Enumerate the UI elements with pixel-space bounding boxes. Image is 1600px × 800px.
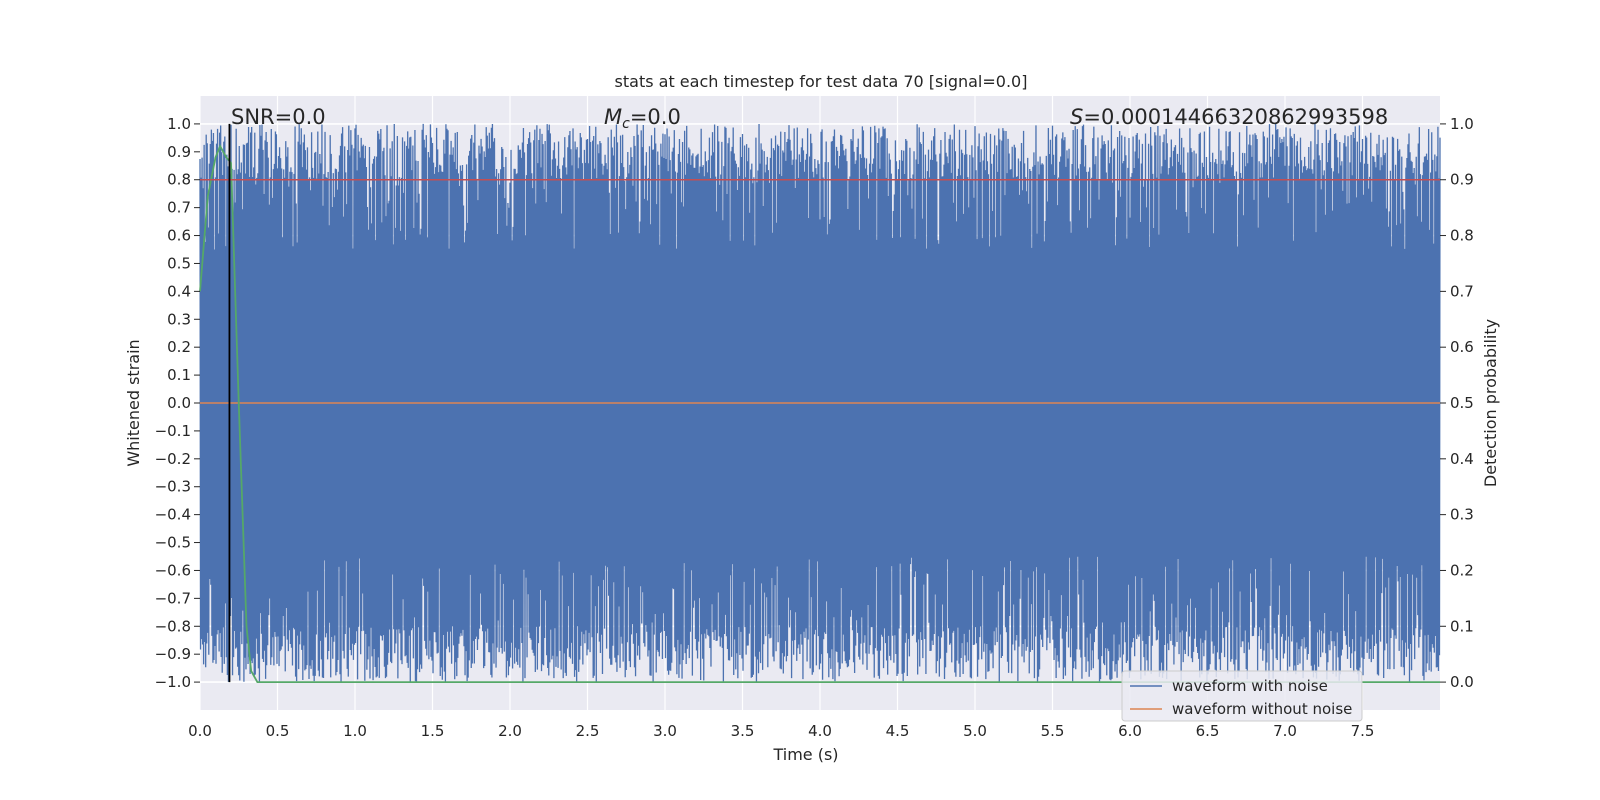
y-tick-label: −0.1 — [155, 422, 191, 440]
y-axis-label-right: Detection probability — [1481, 319, 1500, 487]
y-tick-label: 0.1 — [167, 366, 191, 384]
annotations: SNR=0.0 Mc=0.0 S=0.00014466320862993598 — [231, 105, 1388, 132]
x-tick-label: 0.0 — [188, 722, 212, 740]
chart-title: stats at each timestep for test data 70 … — [615, 72, 1028, 91]
chirp-mass-subscript: c — [622, 116, 630, 132]
y-tick-label: −0.2 — [155, 450, 191, 468]
legend-box — [1121, 670, 1363, 722]
x-tick-label: 2.0 — [498, 722, 522, 740]
x-tick-label: 4.0 — [808, 722, 832, 740]
snr-annotation: SNR=0.0 — [231, 105, 326, 129]
y-right-tick-label: 0.5 — [1450, 394, 1474, 412]
y-tick-label: 0.9 — [167, 143, 191, 161]
y-right-tick-label: 0.2 — [1450, 561, 1474, 579]
legend-label: waveform with noise — [1172, 677, 1328, 695]
x-tick-label: 6.0 — [1118, 722, 1142, 740]
y-right-tick-label: 0.3 — [1450, 506, 1474, 524]
y-right-tick-label: 0.9 — [1450, 171, 1474, 189]
series-layer — [199, 123, 1441, 683]
y-axis-label-left: Whitened strain — [124, 339, 143, 466]
x-tick-label: 1.0 — [343, 722, 367, 740]
y-tick-label: 0.7 — [167, 199, 191, 217]
y-tick-label: −0.7 — [155, 589, 191, 607]
y-tick-label: 1.0 — [167, 115, 191, 133]
y-right-tick-label: 0.8 — [1450, 227, 1474, 245]
x-tick-label: 1.5 — [421, 722, 445, 740]
x-tick-label: 2.5 — [576, 722, 600, 740]
y-right-tick-label: 1.0 — [1450, 115, 1474, 133]
x-tick-label: 7.5 — [1351, 722, 1375, 740]
y-tick-label: −0.9 — [155, 645, 191, 663]
x-tick-label: 3.5 — [731, 722, 755, 740]
y-tick-label: 0.2 — [167, 338, 191, 356]
chirp-mass-symbol: M — [604, 105, 622, 129]
y-right-tick-label: 0.1 — [1450, 617, 1474, 635]
x-tick-label: 3.0 — [653, 722, 677, 740]
y-tick-label: −0.8 — [155, 617, 191, 635]
x-axis-label: Time (s) — [772, 745, 838, 764]
y-tick-label: 0.0 — [167, 394, 191, 412]
y-tick-label: −0.4 — [155, 506, 191, 524]
y-tick-label: 0.3 — [167, 310, 191, 328]
y-tick-label: 0.6 — [167, 227, 191, 245]
y-tick-label: −0.3 — [155, 478, 191, 496]
chirp-mass-value: =0.0 — [630, 105, 681, 129]
chirp-mass-annotation: Mc=0.0 — [604, 105, 681, 132]
series-waveform-with-noise — [199, 123, 1441, 683]
x-tick-label: 5.0 — [963, 722, 987, 740]
y-right-tick-label: 0.0 — [1450, 673, 1474, 691]
series-detection-probability — [199, 144, 1440, 683]
x-tick-label: 5.5 — [1041, 722, 1065, 740]
y-tick-label: −1.0 — [155, 673, 191, 691]
y-right-tick-label: 0.7 — [1450, 282, 1474, 300]
significance-value: =0.00014466320862993598 — [1083, 105, 1388, 129]
y-tick-label: −0.5 — [155, 534, 191, 552]
y-tick-label: 0.8 — [167, 171, 191, 189]
y-right-tick-label: 0.6 — [1450, 338, 1474, 356]
x-tick-label: 0.5 — [266, 722, 290, 740]
axes: 1.0 0.9 0.8 0.7 0.6 0.5 0.4 0.3 0.2 0.1 0.0 −0.1 −0.… — [155, 115, 1474, 740]
significance-symbol: S — [1070, 105, 1083, 129]
y-right-tick-label: 0.4 — [1450, 450, 1474, 468]
x-tick-label: 6.5 — [1196, 722, 1220, 740]
y-tick-label: 0.5 — [167, 254, 191, 272]
legend: waveform with noise waveform without nois… — [1121, 670, 1363, 722]
legend-label: waveform without noise — [1172, 700, 1352, 718]
x-tick-label: 7.0 — [1273, 722, 1297, 740]
y-tick-label: −0.6 — [155, 561, 191, 579]
y-tick-label: 0.4 — [167, 282, 191, 300]
x-tick-label: 4.5 — [886, 722, 910, 740]
significance-annotation: S=0.00014466320862993598 — [1070, 105, 1388, 129]
